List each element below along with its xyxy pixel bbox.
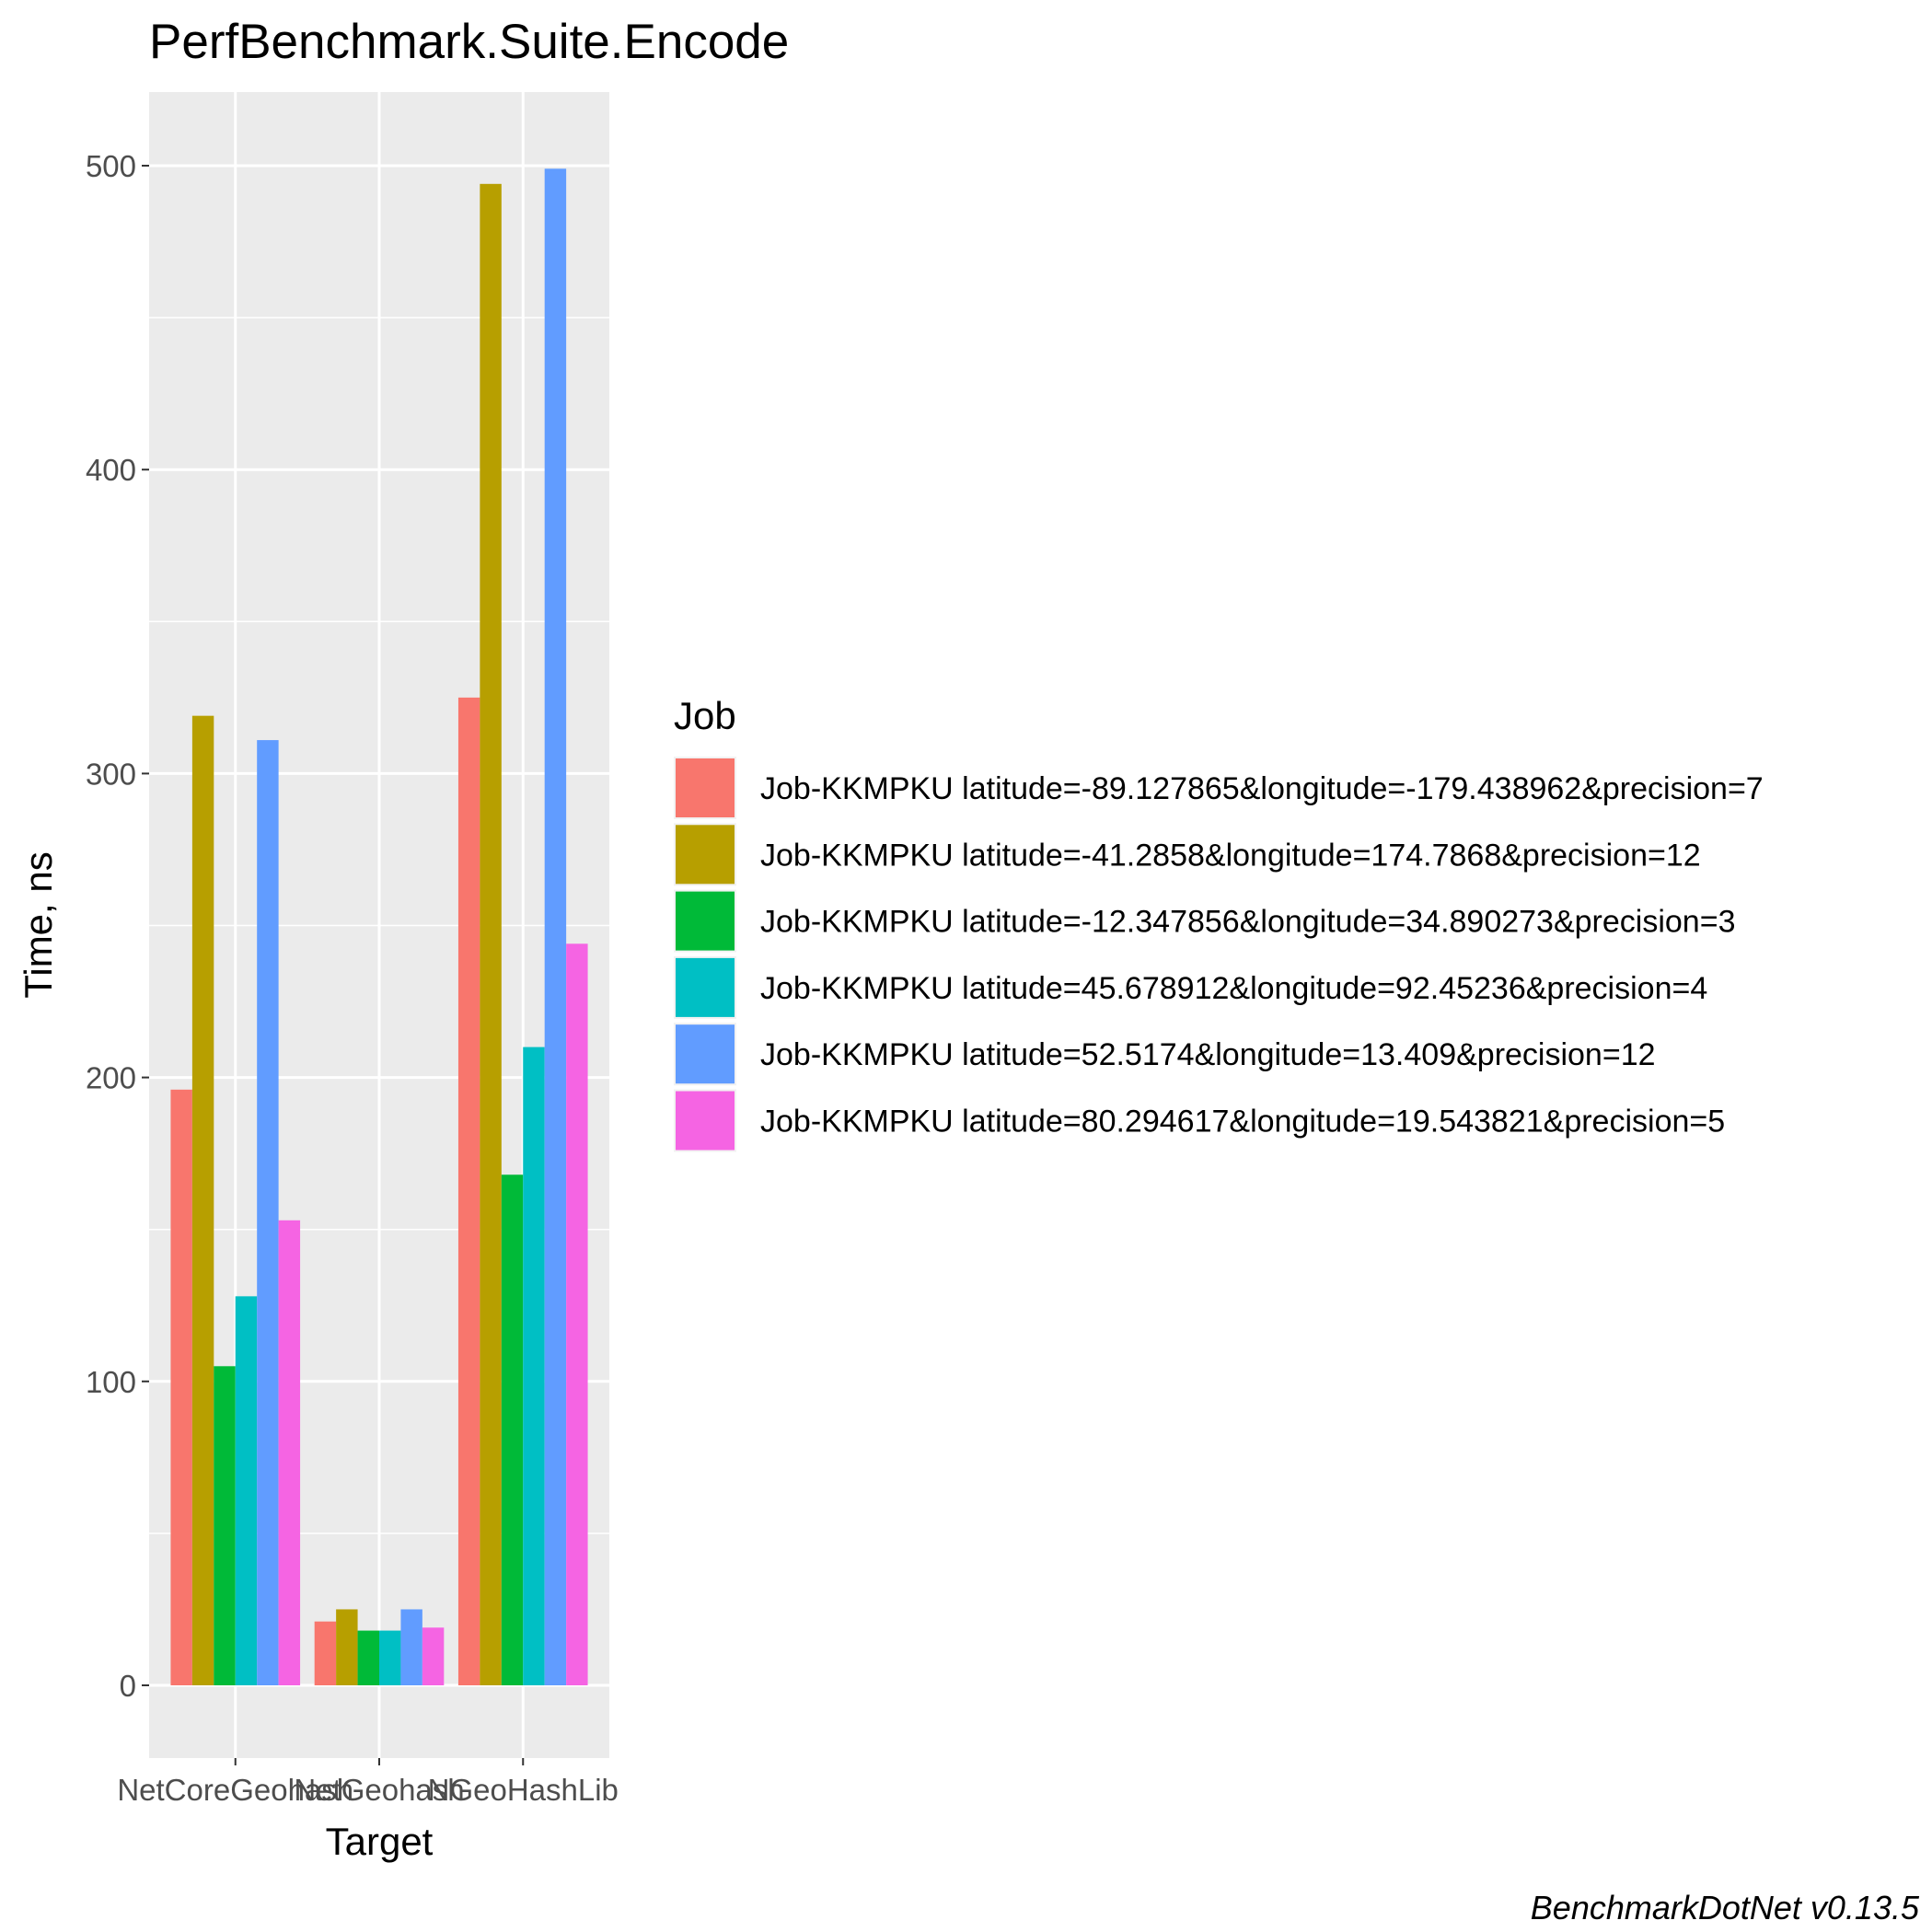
- bar: [379, 1630, 401, 1685]
- y-tick-label: 400: [86, 453, 136, 487]
- legend-label: Job-KKMPKU latitude=52.5174&longitude=13…: [760, 1037, 1656, 1072]
- legend-swatch: [676, 758, 735, 817]
- y-tick-label: 300: [86, 757, 136, 791]
- legend-label: Job-KKMPKU latitude=-12.347856&longitude…: [760, 905, 1735, 940]
- bars: [170, 168, 588, 1685]
- x-tick-label: NetGeohash: [294, 1773, 464, 1807]
- bar: [191, 715, 214, 1685]
- legend-swatch: [676, 825, 735, 885]
- bar: [501, 1174, 524, 1685]
- bar: [480, 183, 502, 1685]
- legend-swatch: [676, 1091, 735, 1151]
- legend-label: Job-KKMPKU latitude=-89.127865&longitude…: [760, 771, 1764, 806]
- bar: [314, 1621, 337, 1685]
- x-axis-title: Target: [326, 1820, 434, 1863]
- bar: [235, 1296, 258, 1685]
- y-tick-label: 0: [120, 1669, 136, 1703]
- legend-swatch: [676, 1024, 735, 1084]
- y-tick-label: 500: [86, 149, 136, 183]
- bar: [566, 943, 588, 1685]
- legend-label: Job-KKMPKU latitude=80.294617&longitude=…: [760, 1105, 1725, 1140]
- y-tick-label: 100: [86, 1365, 136, 1399]
- bar: [457, 697, 480, 1685]
- x-tick-label: NGeoHashLib: [428, 1773, 619, 1807]
- bar: [170, 1089, 192, 1685]
- bar: [523, 1047, 545, 1685]
- chart-title: PerfBenchmark.Suite.Encode: [149, 15, 789, 69]
- legend-swatch: [676, 957, 735, 1017]
- legend-swatch: [676, 891, 735, 951]
- y-axis: 0 100 200 300 400 500: [86, 149, 149, 1703]
- bar: [257, 740, 279, 1685]
- legend: Job Job-KKMPKU latitude=-89.127865&longi…: [674, 694, 1764, 1152]
- bar: [544, 168, 567, 1685]
- bar: [422, 1627, 445, 1685]
- bar: [400, 1609, 422, 1685]
- legend-title: Job: [674, 694, 736, 737]
- bar: [278, 1220, 301, 1685]
- legend-label: Job-KKMPKU latitude=-41.2858&longitude=1…: [760, 838, 1701, 873]
- bar: [357, 1630, 379, 1685]
- y-axis-title: Time, ns: [17, 851, 60, 998]
- bar: [214, 1366, 236, 1685]
- y-tick-label: 200: [86, 1061, 136, 1095]
- bar: [336, 1609, 358, 1685]
- chart-caption: BenchmarkDotNet v0.13.5: [1531, 1889, 1920, 1926]
- legend-label: Job-KKMPKU latitude=45.678912&longitude=…: [760, 971, 1707, 1006]
- x-tick-label: NetCoreGeohash: [117, 1773, 353, 1807]
